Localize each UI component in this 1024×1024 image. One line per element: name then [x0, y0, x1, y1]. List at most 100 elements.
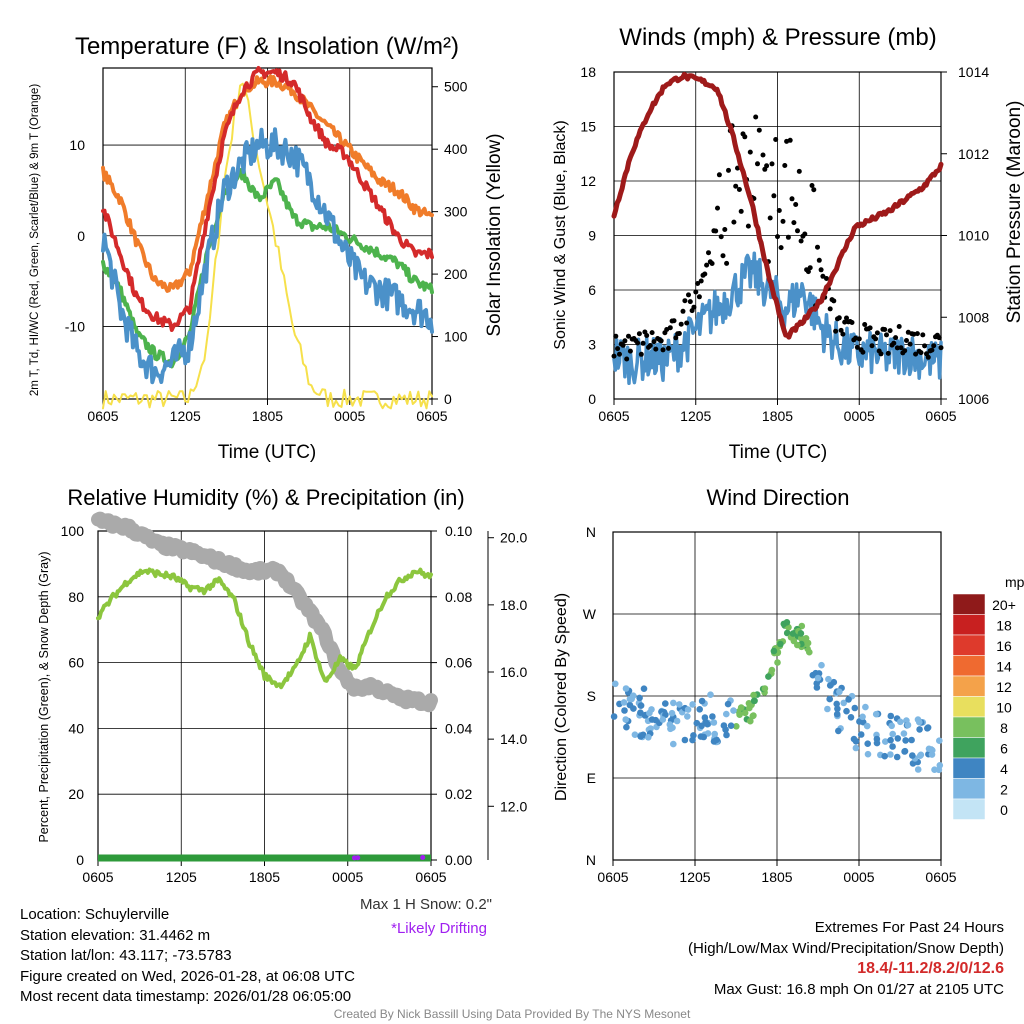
temp-y2tick-label: 0: [444, 391, 452, 407]
direction-point: [710, 719, 718, 726]
recent-line: Most recent data timestamp: 2026/01/28 0…: [20, 988, 352, 1005]
gust-point: [884, 332, 889, 338]
temp-ytick-label: 10: [69, 137, 85, 153]
direction-point: [783, 629, 791, 637]
direction-point: [909, 752, 916, 759]
direction-point: [825, 675, 832, 683]
direction-point: [622, 716, 629, 723]
direction-point: [914, 766, 922, 773]
direction-point: [733, 723, 740, 730]
gust-point: [684, 320, 690, 326]
gust-point: [907, 341, 913, 347]
direction-point: [673, 717, 681, 725]
direction-point: [637, 702, 645, 709]
wind-ytick-label: 9: [588, 228, 596, 244]
direction-point: [620, 699, 628, 706]
gust-point: [896, 324, 902, 329]
extremes-title: Extremes For Past 24 Hours: [814, 919, 1004, 936]
gust-point: [842, 319, 848, 325]
temp-y2tick-label: 400: [444, 141, 468, 157]
wind-y2tick-label: 1010: [958, 228, 989, 244]
gust-point: [691, 304, 697, 310]
direction-point: [916, 718, 923, 726]
direction-point: [872, 710, 880, 718]
direction-point: [834, 705, 841, 713]
legend-label: 4: [1000, 761, 1008, 777]
temp-ylabel: 2m T, Td, HI/WC (Red, Green, Scarlet/Blu…: [29, 84, 41, 396]
max-gust-line: Max Gust: 16.8 mph On 01/27 at 2105 UTC: [713, 980, 1004, 998]
direction-point: [893, 753, 901, 761]
rh-ytick-label: 20: [68, 786, 84, 802]
direction-point: [843, 707, 850, 715]
direction-point: [645, 734, 652, 741]
direction-point: [709, 713, 716, 720]
direction-point: [836, 688, 843, 696]
gust-point: [731, 219, 737, 225]
direction-point: [724, 700, 732, 708]
gust-point: [874, 330, 880, 336]
rh-xtick-label: 0605: [82, 869, 113, 885]
gust-point: [753, 114, 759, 120]
gust-point: [742, 134, 748, 140]
direction-point: [741, 709, 749, 717]
direction-point: [713, 736, 720, 744]
wind-xtick-label: 0005: [844, 408, 875, 424]
direction-point: [737, 704, 745, 711]
direction-point: [768, 666, 776, 674]
direction-point: [684, 706, 692, 713]
gust-point: [626, 333, 631, 339]
direction-point: [639, 731, 647, 739]
temp-xtick-label: 1805: [252, 408, 283, 424]
gust-point: [638, 351, 644, 357]
temp-series-td: [101, 168, 434, 369]
gust-point: [673, 335, 679, 341]
gust-point: [647, 343, 653, 348]
rh-ytick-label: 60: [68, 655, 84, 671]
rh-xtick-label: 1805: [249, 869, 280, 885]
gust-point: [706, 250, 711, 256]
rh-xtick-label: 1205: [166, 869, 197, 885]
temp-panel: 0605 1205 1805 0005 0605-1001001002003004005…: [65, 66, 468, 424]
direction-point: [840, 699, 847, 707]
gust-point: [760, 152, 766, 158]
gust-point: [660, 347, 666, 353]
wind-xlabel: Time (UTC): [729, 442, 828, 463]
gust-point: [771, 193, 777, 199]
direction-point: [835, 727, 842, 735]
direction-point: [770, 647, 778, 655]
gust-point: [736, 187, 742, 192]
drifting-note: *Likely Drifting: [391, 920, 487, 937]
gust-point: [624, 356, 630, 362]
gust-point: [686, 292, 691, 298]
wind-ytick-label: 3: [588, 337, 596, 353]
direction-point: [662, 700, 669, 707]
rh-xtick-label: 0005: [332, 869, 363, 885]
gust-point: [651, 339, 657, 345]
gust-point: [764, 163, 770, 169]
gust-point: [644, 333, 650, 338]
gust-point: [887, 328, 893, 334]
direction-point: [852, 744, 860, 752]
extremes-subtitle: (High/Low/Max Wind/Precipitation/Snow De…: [688, 939, 1004, 957]
direction-point: [856, 718, 863, 725]
legend-label: 14: [996, 659, 1012, 675]
direction-point: [916, 726, 923, 733]
gust-point: [793, 202, 799, 207]
direction-point: [797, 630, 805, 637]
gust-point: [836, 315, 842, 321]
direction-point: [894, 735, 902, 742]
direction-point: [707, 691, 714, 698]
elevation-line: Station elevation: 31.4462 m: [20, 926, 211, 944]
gust-point: [854, 344, 860, 350]
gust-point: [809, 183, 815, 188]
gust-point: [617, 351, 622, 357]
gust-point: [885, 350, 891, 356]
gust-point: [938, 345, 944, 351]
dir-ylabel: Direction (Colored By Speed): [553, 593, 570, 801]
gust-point: [671, 318, 677, 324]
temp-xtick-label: 0605: [416, 408, 447, 424]
gust-point: [936, 335, 942, 341]
gust-point: [620, 342, 626, 348]
gust-point: [849, 320, 855, 325]
gust-point: [795, 228, 800, 234]
